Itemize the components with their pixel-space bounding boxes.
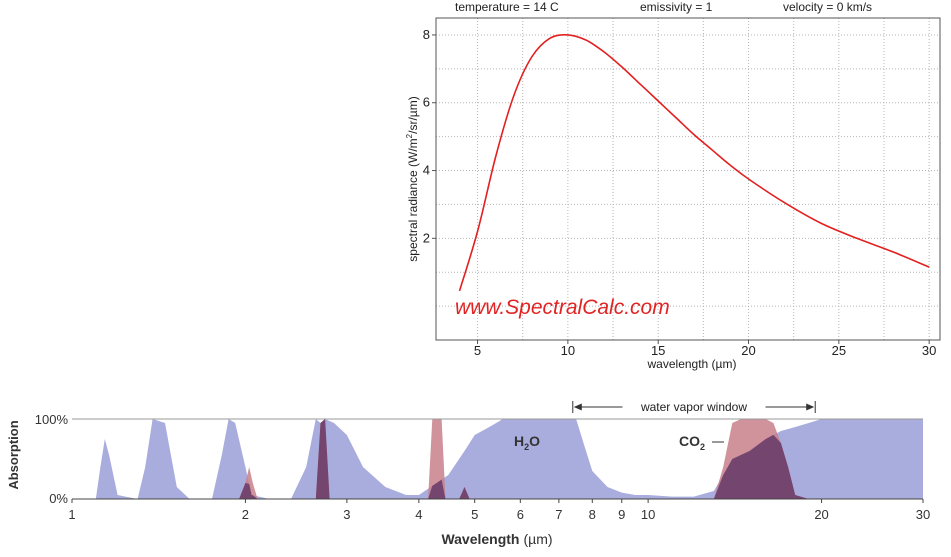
co2-label-sub: 2 — [700, 442, 705, 452]
bottom-ytick-100: 100% — [35, 412, 69, 427]
bottom-x-tick-label: 1 — [68, 507, 75, 522]
top-x-tick-label: 25 — [832, 343, 846, 358]
bottom-x-tick-label: 3 — [343, 507, 350, 522]
param-velocity: velocity = 0 km/s — [783, 0, 872, 14]
bottom-x-tick-label: 10 — [641, 507, 655, 522]
overlap-absorption-area — [72, 419, 923, 499]
param-temperature: temperature = 14 C — [455, 0, 559, 14]
bottom-x-tick-label: 8 — [589, 507, 596, 522]
bottom-x-ticks: 1 2 3 4 5 6 7 8 9 10 20 30 — [68, 499, 930, 522]
h2o-absorption-area — [72, 419, 923, 499]
top-x-tick-label: 10 — [561, 343, 575, 358]
bottom-x-label-unit: (µm) — [523, 531, 552, 547]
top-y-tick-label: 8 — [423, 27, 430, 42]
bottom-x-label-main: Wavelength — [441, 531, 519, 547]
param-emissivity: emissivity = 1 — [640, 0, 713, 14]
top-plot-frame — [435, 17, 941, 341]
bottom-x-tick-label: 5 — [471, 507, 478, 522]
bottom-y-axis-label: Absorption — [6, 420, 21, 489]
co2-label-main: CO — [679, 433, 700, 449]
h2o-label-tail: O — [529, 433, 540, 449]
window-label: water vapor window — [640, 400, 747, 414]
top-y-tick-label: 4 — [423, 163, 430, 178]
top-y-label-sup: 2 — [405, 133, 414, 138]
window-left-arrowhead — [573, 403, 582, 411]
bottom-x-tick-label: 7 — [555, 507, 562, 522]
bottom-x-tick-label: 4 — [415, 507, 422, 522]
top-x-tick-label: 5 — [474, 343, 481, 358]
top-x-ticks: 5 10 15 20 25 30 — [474, 340, 936, 358]
top-y-tick-label: 2 — [423, 230, 430, 245]
radiance-curve — [458, 34, 930, 292]
top-x-tick-label: 15 — [651, 343, 665, 358]
top-x-axis-label: wavelength (µm) — [647, 357, 737, 371]
top-y-label-tail: /sr/µm) — [406, 96, 420, 134]
top-x-tick-label: 20 — [741, 343, 755, 358]
bottom-x-tick-label: 20 — [814, 507, 828, 522]
top-y-tick-label: 6 — [423, 95, 430, 110]
top-y-label-main: spectral radiance (W/m — [406, 138, 420, 261]
h2o-label-main: H — [514, 433, 524, 449]
bottom-ytick-0: 0% — [49, 491, 68, 506]
top-grid — [436, 18, 940, 340]
bottom-x-tick-label: 30 — [916, 507, 930, 522]
h2o-label-sub: 2 — [524, 442, 529, 452]
bottom-x-tick-label: 9 — [618, 507, 625, 522]
top-y-axis-label: spectral radiance (W/m2/sr/µm) — [405, 96, 420, 261]
water-vapor-window-annotation: water vapor window — [572, 400, 816, 414]
top-watermark: www.SpectralCalc.com — [455, 296, 670, 319]
co2-label: CO2 — [679, 433, 705, 452]
bottom-x-tick-label: 2 — [242, 507, 249, 522]
top-x-tick-label: 30 — [922, 343, 936, 358]
blackbody-chart: temperature = 14 C emissivity = 1 veloci… — [405, 0, 941, 371]
bottom-x-axis-label: Wavelength (µm) — [441, 531, 552, 547]
top-y-ticks: 2 4 6 8 — [423, 27, 436, 245]
window-right-arrowhead — [806, 403, 815, 411]
bottom-x-tick-label: 6 — [517, 507, 524, 522]
h2o-label: H2O — [514, 433, 540, 452]
absorption-chart: 100% 0% Absorption 1 2 3 4 5 6 7 8 9 10 20 30 Wavel… — [6, 400, 930, 547]
